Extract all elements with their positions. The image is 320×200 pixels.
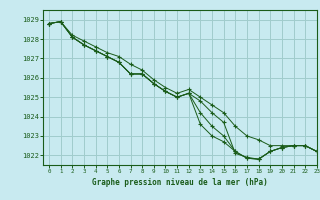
X-axis label: Graphe pression niveau de la mer (hPa): Graphe pression niveau de la mer (hPa) <box>92 178 268 187</box>
